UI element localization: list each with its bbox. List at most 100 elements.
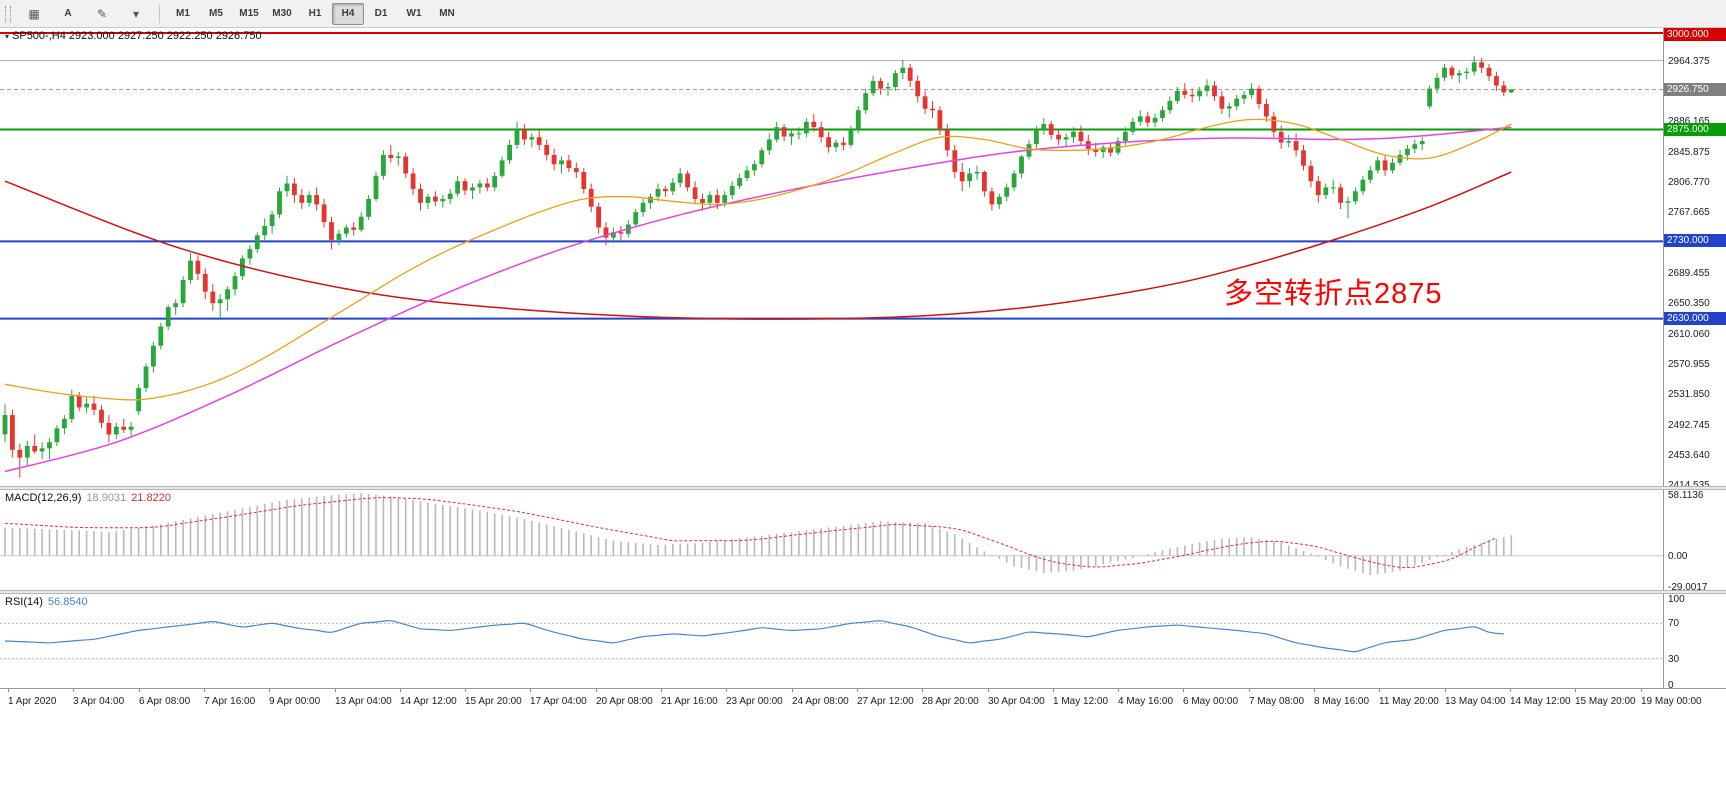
time-axis[interactable]: 1 Apr 2020 3 Apr 04:00 6 Apr 08:00 7 Apr 16… [0,688,1726,715]
time-axis-label: 6 May 00:00 [1183,696,1239,707]
chart-ohlc-label: 2923.000 2927.250 2922.250 2926.750 [68,30,262,42]
price-axis-label: 2964.375 [1668,56,1710,67]
price-level-badge: 2926.750 [1664,83,1726,96]
timeframe-button-w1[interactable]: W1 [406,8,422,19]
price-axis-label: 2689.455 [1668,268,1710,279]
price-level-badge: 3000.000 [1664,28,1726,41]
price-axis[interactable]: 2964.375 2886.165 2845.875 2806.770 2767.665… [1663,28,1726,486]
rsi-axis-label: 30 [1668,654,1680,665]
rsi-plot[interactable]: RSI(14) 56.8540 [0,594,1663,688]
rsi-name-label: RSI(14) [5,596,43,608]
time-axis-label: 15 May 20:00 [1575,696,1636,707]
time-axis-label: 28 Apr 20:00 [922,696,979,707]
time-axis-label: 3 Apr 04:00 [73,696,125,707]
toolbar-drag-handle[interactable] [5,5,11,22]
macd-legend: MACD(12,26,9) 18.9031 21.8220 [5,492,171,504]
price-level-badge: 2730.000 [1664,234,1726,247]
time-axis-tick [1314,689,1315,692]
price-axis-label: 2767.665 [1668,207,1710,218]
time-axis-tick [1053,689,1054,692]
time-axis-tick [73,689,74,692]
price-level-badge: 2630.000 [1664,312,1726,325]
macd-axis[interactable]: 58.1136 0.00 -29.0017 [1663,490,1726,590]
macd-pane: MACD(12,26,9) 18.9031 21.8220 58.1136 0.00 -… [0,490,1726,590]
time-axis-label: 7 Apr 16:00 [204,696,256,707]
pane-splitter[interactable] [0,590,1726,594]
time-axis-tick [465,689,466,692]
collapse-triangle-icon[interactable]: ▾ [5,32,10,41]
time-axis-label: 17 Apr 04:00 [530,696,587,707]
macd-main-value: 18.9031 [86,492,127,504]
chart-type-icon[interactable]: ▦ [28,6,40,21]
chart-legend: ▾ SP500-,H4 2923.000 2927.250 2922.250 29… [5,30,262,42]
price-axis-label: 2531.850 [1668,389,1710,400]
rsi-axis[interactable]: 100 70 30 0 [1663,594,1726,688]
time-axis-tick [1445,689,1446,692]
time-axis-tick [269,689,270,692]
time-axis-label: 11 May 20:00 [1379,696,1439,707]
timeframe-button-m30[interactable]: M30 [272,8,292,19]
timeframe-button-group: M1 M5 M15 M30 H1 H4 D1 W1 MN [167,2,463,25]
time-axis-label: 1 Apr 2020 [8,696,57,707]
time-axis-label: 24 Apr 08:00 [792,696,849,707]
timeframe-button-m15[interactable]: M15 [239,8,259,19]
time-axis-tick [1183,689,1184,692]
price-chart-plot[interactable]: ▾ SP500-,H4 2923.000 2927.250 2922.250 29… [0,28,1663,486]
candlestick-chart[interactable] [0,28,1663,486]
rsi-axis-label: 70 [1668,618,1680,629]
rsi-chart[interactable] [0,594,1663,688]
time-axis-tick [726,689,727,692]
time-axis-tick [1379,689,1380,692]
macd-name-label: MACD(12,26,9) [5,492,82,504]
time-axis-label: 4 May 16:00 [1118,696,1174,707]
time-axis-tick [1510,689,1511,692]
time-axis-tick [988,689,989,692]
price-axis-label: 2650.350 [1668,298,1710,309]
dropdown-caret-icon[interactable]: ▾ [132,6,140,21]
time-axis-tick [596,689,597,692]
macd-chart[interactable] [0,490,1663,590]
price-axis-label: 2453.640 [1668,450,1710,461]
timeframe-button-h1[interactable]: H1 [308,8,322,19]
time-axis-tick [661,689,662,692]
rsi-value: 56.8540 [47,596,88,608]
macd-plot[interactable]: MACD(12,26,9) 18.9031 21.8220 [0,490,1663,590]
timeframe-button-h4[interactable]: H4 [332,2,364,25]
chart-annotation-text: 多空转折点2875 [1224,278,1443,310]
timeframe-button-m1[interactable]: M1 [176,8,190,19]
pane-splitter[interactable] [0,486,1726,490]
macd-axis-label: 0.00 [1668,551,1688,562]
draw-tool-icon[interactable]: ✎ [96,6,108,21]
text-tool-button[interactable]: A [64,8,72,19]
timeframe-button-m5[interactable]: M5 [209,8,223,19]
timeframe-button-mn[interactable]: MN [439,8,455,19]
time-axis-label: 14 May 12:00 [1510,696,1571,707]
price-axis-label: 2492.745 [1668,420,1710,431]
time-axis-tick [922,689,923,692]
time-axis-tick [335,689,336,692]
chart-workspace: ▾ SP500-,H4 2923.000 2927.250 2922.250 29… [0,28,1726,760]
chart-symbol-label: SP500-,H4 [12,30,66,42]
time-axis-label: 9 Apr 00:00 [269,696,321,707]
time-axis-tick [792,689,793,692]
time-axis-tick [400,689,401,692]
timeframe-button-d1[interactable]: D1 [374,8,388,19]
time-axis-tick [204,689,205,692]
macd-axis-label: -29.0017 [1668,582,1708,590]
time-axis-label: 7 May 08:00 [1249,696,1305,707]
time-axis-tick [1575,689,1576,692]
time-axis-label: 14 Apr 12:00 [400,696,457,707]
time-axis-label: 21 Apr 16:00 [661,696,718,707]
time-axis-label: 13 Apr 04:00 [335,696,392,707]
rsi-axis-label: 0 [1668,680,1674,688]
price-axis-label: 2886.165 [1668,116,1710,127]
bottom-empty-space [0,715,1726,760]
time-axis-label: 13 May 04:00 [1445,696,1506,707]
time-axis-tick [1118,689,1119,692]
time-axis-tick [857,689,858,692]
time-axis-tick [530,689,531,692]
time-axis-label: 30 Apr 04:00 [988,696,1045,707]
time-axis-tick [1641,689,1642,692]
price-axis-label: 2414.535 [1668,480,1710,486]
